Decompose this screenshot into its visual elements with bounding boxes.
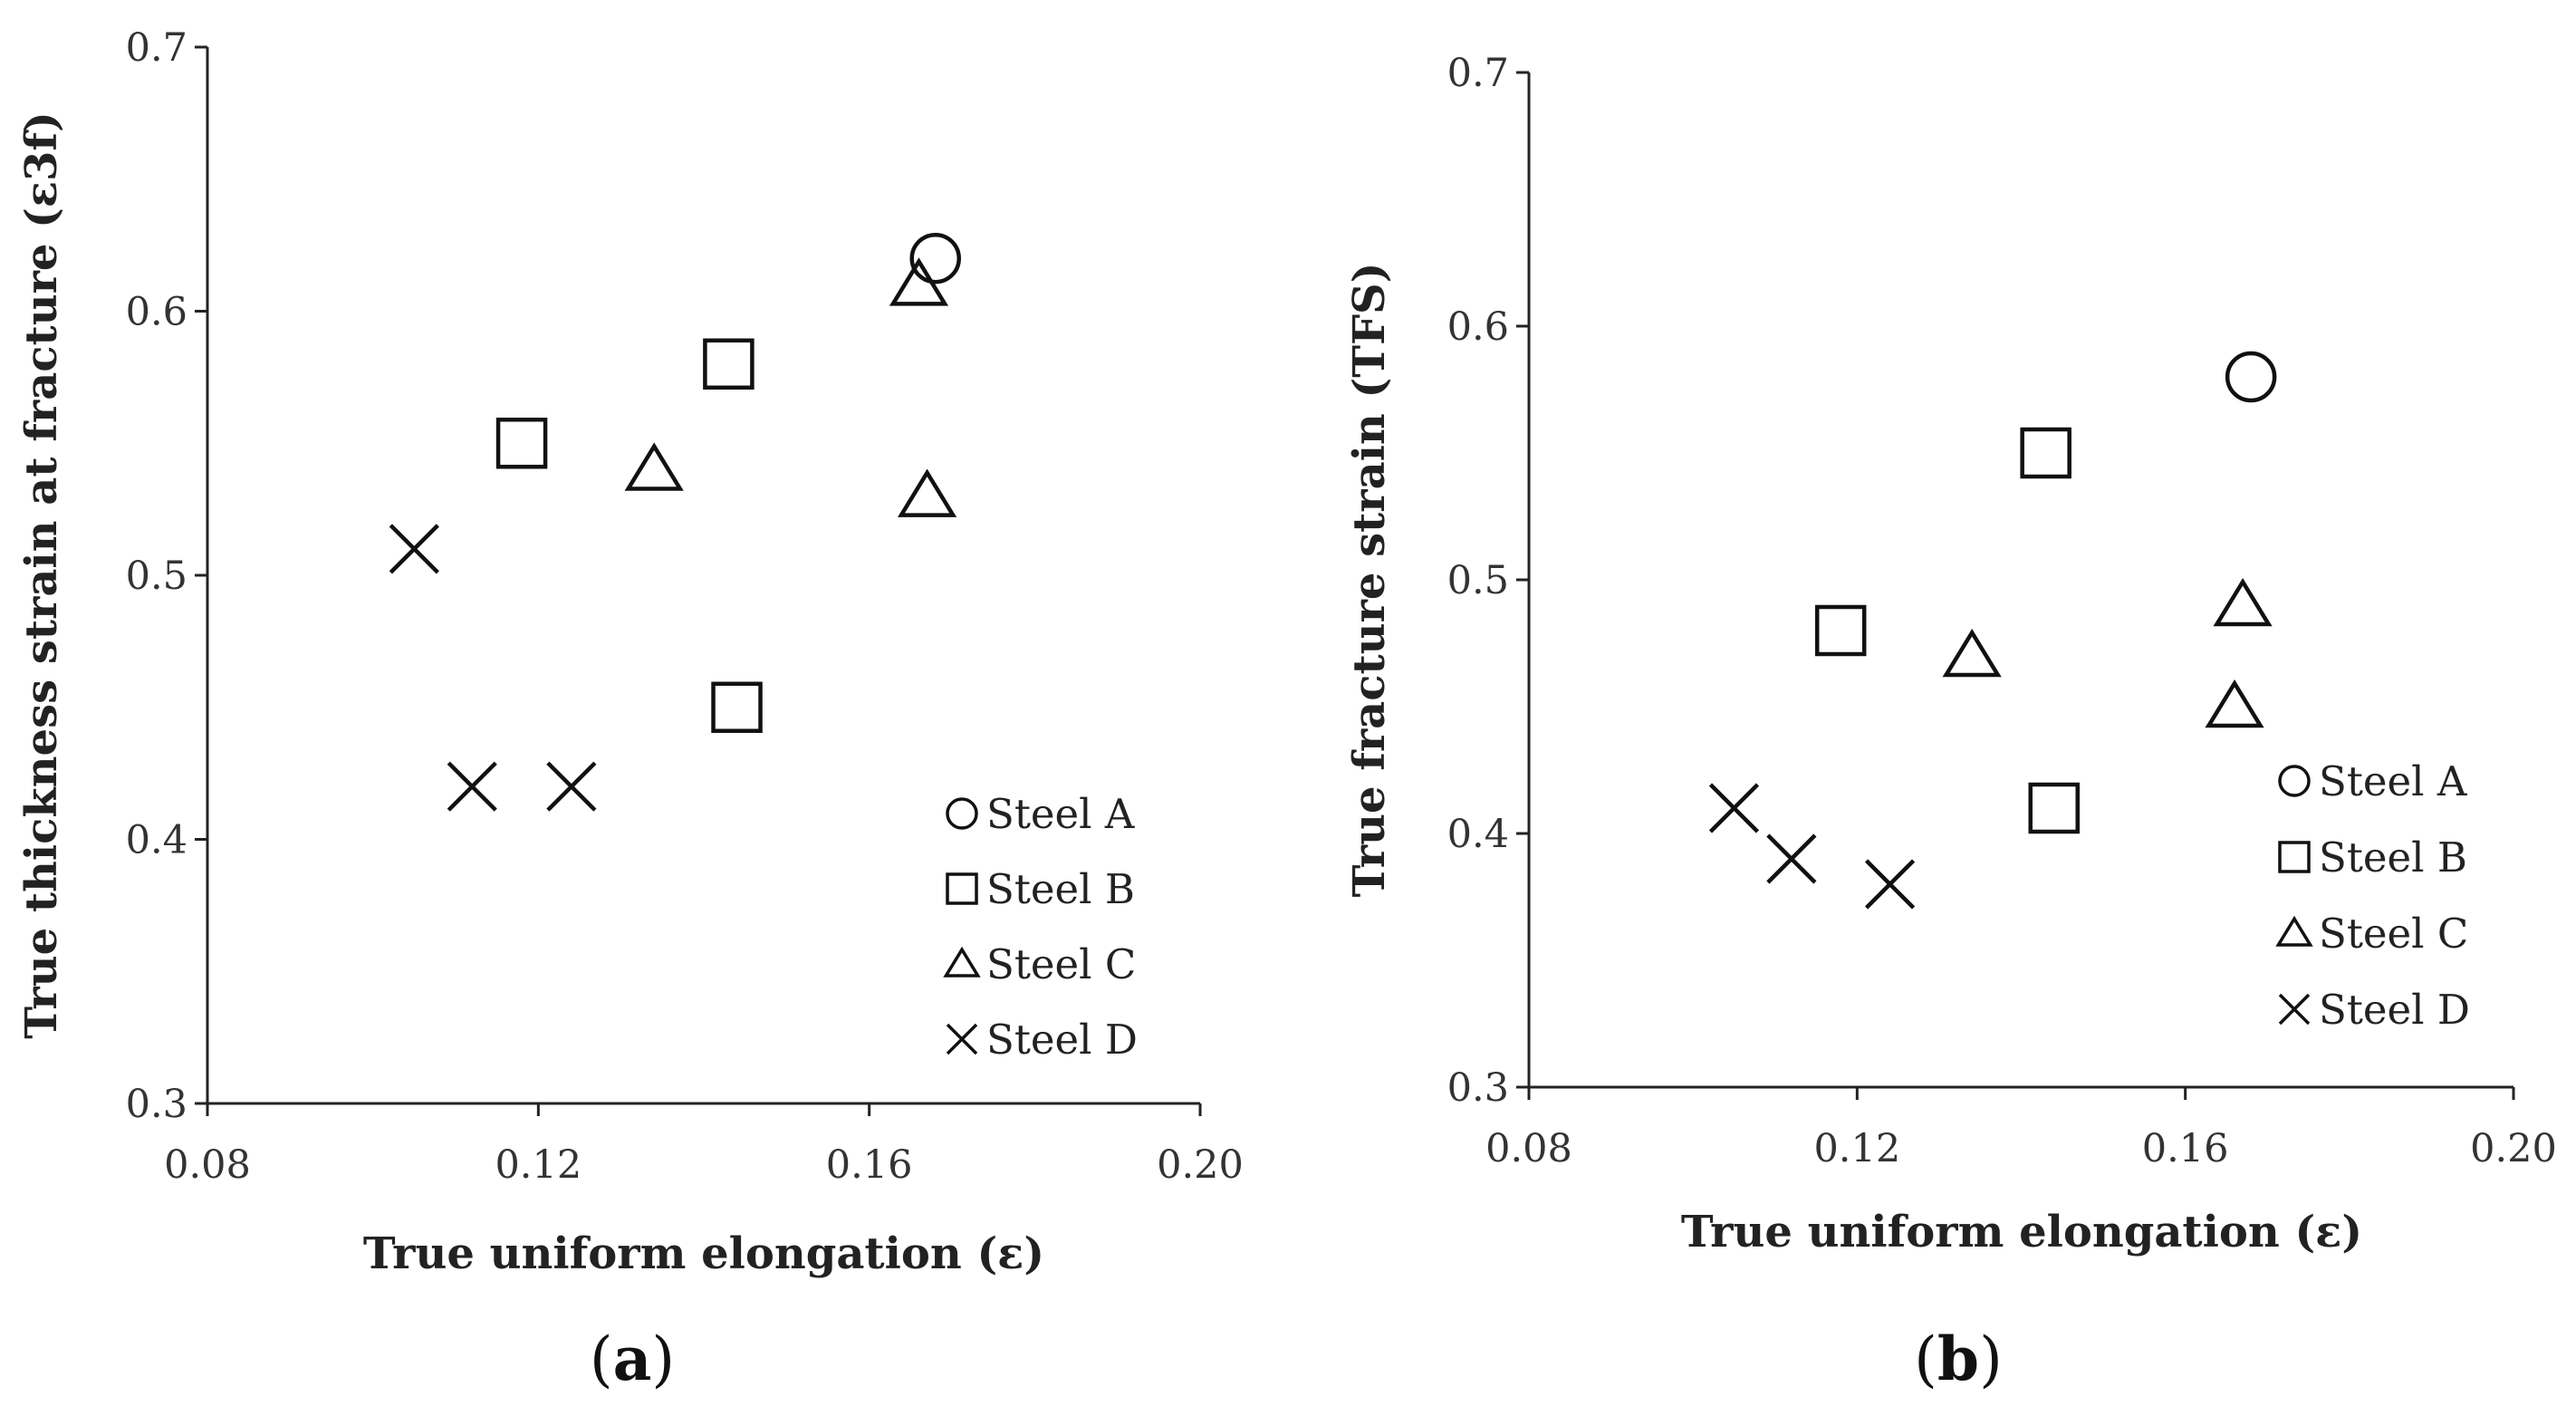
y-tick-label: 0.5	[126, 554, 187, 599]
data-point-x	[1708, 783, 1760, 833]
legend-label: Steel D	[986, 1016, 1138, 1064]
legend-label: Steel C	[986, 940, 1136, 988]
data-point-square	[2020, 427, 2071, 479]
ticks: 0.3 0.4 0.5 0.6 0.7 0.08 0.12 0.16 0.20	[126, 25, 1244, 1188]
y-tick-label: 0.4	[1447, 812, 1509, 857]
chart-panel-b: 0.30.40.50.60.70.08 0.12 0.16 0.20 Steel AS…	[1344, 51, 2557, 1394]
y-axis-title: True thickness strain at fracture (ε3f)	[16, 111, 67, 1039]
data-points	[389, 232, 961, 812]
legend: Steel A Steel B Steel C Steel D	[943, 790, 1138, 1064]
data-point-triangle	[897, 468, 957, 517]
y-tick-label: 0.6	[1447, 304, 1509, 350]
x-axis-title: True uniform elongation (ε)	[363, 1228, 1044, 1279]
legend-marker-square	[2278, 841, 2311, 873]
y-tick-label: 0.6	[126, 290, 187, 335]
x-tick-label: 0.16	[2142, 1126, 2229, 1171]
x-tick-label: 0.20	[2470, 1126, 2557, 1171]
legend-label: Steel D	[2319, 986, 2470, 1034]
data-point-triangle	[1942, 628, 2002, 678]
y-tick-label: 0.4	[126, 818, 187, 863]
data-point-triangle	[2213, 577, 2273, 627]
data-point-square	[711, 681, 763, 733]
x-tick-label: 0.08	[164, 1142, 251, 1188]
legend-label: Steel B	[986, 865, 1135, 913]
y-tick-label: 0.5	[1447, 558, 1509, 603]
x-tick-label: 0.12	[1813, 1126, 1900, 1171]
data-point-triangle	[889, 257, 949, 306]
legend-marker-triangle	[943, 946, 981, 978]
x-tick-label: 0.16	[826, 1142, 913, 1188]
data-point-x	[1766, 833, 1817, 884]
y-tick-label: 0.7	[126, 25, 187, 71]
data-point-square	[1814, 604, 1867, 657]
chart-panel-a: 0.30.40.50.60.70.08 0.12 0.16 0.20 Steel AS…	[16, 25, 1244, 1394]
legend-label: Steel A	[986, 790, 1135, 838]
data-point-circle	[909, 232, 961, 284]
x-tick-label: 0.08	[1485, 1126, 1572, 1171]
y-tick-label: 0.7	[1447, 51, 1509, 96]
data-point-square	[495, 418, 548, 469]
legend-marker-triangle	[2275, 915, 2313, 947]
data-point-circle	[2225, 351, 2277, 403]
data-point-x	[447, 761, 497, 812]
y-tick-label: 0.3	[1447, 1065, 1509, 1111]
data-point-x	[546, 761, 597, 812]
x-axis-title: True uniform elongation (ε)	[1681, 1207, 2362, 1257]
data-point-x	[1864, 859, 1916, 910]
data-point-triangle	[624, 442, 684, 491]
x-tick-label: 0.20	[1157, 1142, 1244, 1188]
data-points	[1708, 351, 2277, 910]
legend-label: Steel B	[2319, 833, 2467, 881]
y-tick-label: 0.3	[126, 1082, 187, 1127]
legend-marker-square	[946, 872, 978, 905]
ticks: 0.3 0.4 0.5 0.6 0.7 0.08 0.12 0.16 0.20	[1447, 51, 2557, 1171]
legend: Steel A Steel B Steel C Steel D	[2275, 757, 2470, 1034]
legend-label: Steel C	[2319, 910, 2468, 958]
legend-marker-x	[946, 1023, 978, 1055]
data-point-triangle	[2205, 679, 2264, 728]
x-tick-label: 0.12	[495, 1142, 582, 1188]
legend-marker-circle	[2278, 765, 2311, 797]
data-point-square	[703, 338, 755, 390]
data-point-x	[389, 524, 439, 574]
legend-label: Steel A	[2319, 757, 2467, 805]
panel-label-a: (a)	[590, 1324, 675, 1394]
legend-marker-circle	[946, 797, 978, 830]
panel-label-b: (b)	[1914, 1324, 2003, 1394]
y-axis-title: True fracture strain (TFS)	[1344, 263, 1395, 898]
legend-marker-x	[2278, 993, 2311, 1026]
data-point-square	[2028, 782, 2080, 834]
